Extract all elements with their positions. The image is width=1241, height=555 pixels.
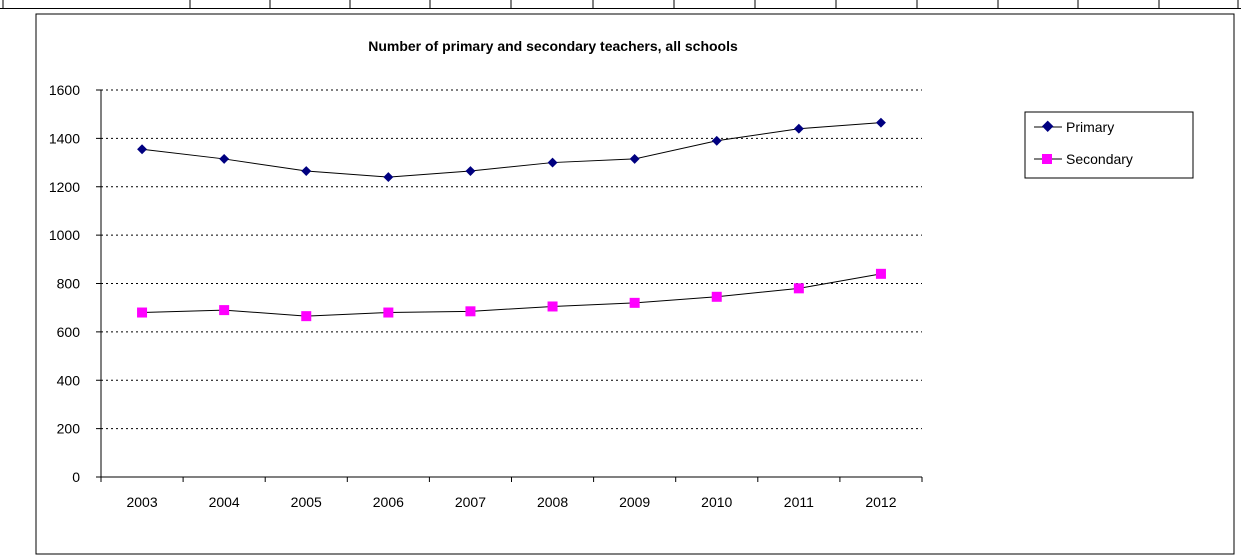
legend-box <box>1024 111 1194 179</box>
chart-title: Number of primary and secondary teachers… <box>368 38 738 54</box>
data-point-secondary <box>219 305 230 316</box>
data-point-primary <box>711 135 722 146</box>
y-tick-label: 1000 <box>49 227 80 243</box>
x-tick-label: 2011 <box>784 494 814 510</box>
data-point-secondary <box>137 307 148 318</box>
x-tick-label: 2010 <box>701 494 732 510</box>
y-tick-label: 1400 <box>49 130 80 146</box>
data-point-secondary <box>465 306 476 317</box>
x-tick-label: 2012 <box>865 494 896 510</box>
spreadsheet-grid-strip <box>0 0 1241 9</box>
x-tick-label: 2004 <box>209 494 240 510</box>
data-point-secondary <box>301 311 312 322</box>
x-tick-label: 2008 <box>537 494 568 510</box>
data-point-primary <box>383 172 394 183</box>
data-point-primary <box>465 166 476 176</box>
legend-secondary-label: Secondary <box>1066 151 1133 167</box>
data-point-primary <box>219 153 230 164</box>
axes: 0 200 400 600 800 1000 1200 1400 1600 2003 2004 200… <box>49 82 923 510</box>
y-tick-label: 600 <box>57 324 81 340</box>
y-tick-label: 200 <box>57 421 81 437</box>
chart-area-border <box>35 13 1235 555</box>
x-tick-label: 2003 <box>126 494 157 510</box>
x-tick-label: 2007 <box>455 494 486 510</box>
data-point-secondary <box>875 268 886 279</box>
data-point-primary <box>301 166 312 176</box>
y-tick-label: 1200 <box>49 179 80 195</box>
data-point-primary <box>137 144 147 155</box>
series-line-primary <box>141 122 881 178</box>
series-line-secondary <box>142 273 882 317</box>
y-tick-label: 400 <box>57 372 81 388</box>
data-point-primary <box>547 157 558 168</box>
legend-secondary-marker <box>1042 154 1052 164</box>
x-tick-label: 2009 <box>619 494 650 510</box>
legend: Primary Secondary <box>1024 111 1194 179</box>
data-point-secondary <box>547 301 558 312</box>
data-point-secondary <box>629 297 640 308</box>
series <box>137 117 886 322</box>
legend-primary-label: Primary <box>1066 119 1114 135</box>
x-tick-label: 2005 <box>291 494 322 510</box>
y-tick-label: 0 <box>72 469 80 485</box>
gridlines <box>101 89 922 430</box>
data-point-secondary <box>383 307 394 318</box>
data-point-primary <box>876 117 886 128</box>
data-point-primary <box>793 123 804 134</box>
x-tick-label: 2006 <box>373 494 404 510</box>
data-point-secondary <box>793 283 804 294</box>
y-tick-label: 1600 <box>49 82 80 98</box>
data-point-primary <box>629 153 640 164</box>
y-tick-label: 800 <box>57 276 81 292</box>
data-point-secondary <box>711 291 722 302</box>
